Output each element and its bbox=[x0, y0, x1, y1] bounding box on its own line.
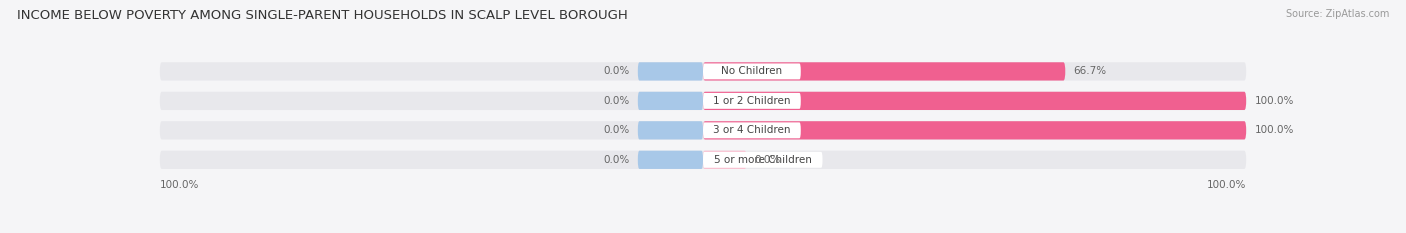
FancyBboxPatch shape bbox=[703, 122, 801, 138]
FancyBboxPatch shape bbox=[638, 92, 703, 110]
FancyBboxPatch shape bbox=[703, 121, 1246, 140]
Text: Source: ZipAtlas.com: Source: ZipAtlas.com bbox=[1285, 9, 1389, 19]
Text: 100.0%: 100.0% bbox=[1254, 125, 1294, 135]
Text: 0.0%: 0.0% bbox=[603, 155, 630, 165]
FancyBboxPatch shape bbox=[703, 93, 801, 109]
FancyBboxPatch shape bbox=[160, 121, 1246, 140]
FancyBboxPatch shape bbox=[703, 151, 747, 169]
Text: 0.0%: 0.0% bbox=[755, 155, 780, 165]
FancyBboxPatch shape bbox=[703, 63, 801, 79]
Text: 0.0%: 0.0% bbox=[603, 66, 630, 76]
Text: 5 or more Children: 5 or more Children bbox=[714, 155, 811, 165]
Text: 100.0%: 100.0% bbox=[1206, 180, 1246, 190]
Text: No Children: No Children bbox=[721, 66, 783, 76]
Text: 1 or 2 Children: 1 or 2 Children bbox=[713, 96, 790, 106]
Text: 0.0%: 0.0% bbox=[603, 96, 630, 106]
FancyBboxPatch shape bbox=[160, 151, 1246, 169]
Text: INCOME BELOW POVERTY AMONG SINGLE-PARENT HOUSEHOLDS IN SCALP LEVEL BOROUGH: INCOME BELOW POVERTY AMONG SINGLE-PARENT… bbox=[17, 9, 627, 22]
Text: 0.0%: 0.0% bbox=[603, 125, 630, 135]
FancyBboxPatch shape bbox=[703, 62, 1066, 81]
Text: 100.0%: 100.0% bbox=[1254, 96, 1294, 106]
Text: 3 or 4 Children: 3 or 4 Children bbox=[713, 125, 790, 135]
Text: 100.0%: 100.0% bbox=[160, 180, 200, 190]
FancyBboxPatch shape bbox=[638, 121, 703, 140]
FancyBboxPatch shape bbox=[638, 62, 703, 81]
FancyBboxPatch shape bbox=[638, 151, 703, 169]
FancyBboxPatch shape bbox=[703, 152, 823, 168]
FancyBboxPatch shape bbox=[160, 62, 1246, 81]
FancyBboxPatch shape bbox=[160, 92, 1246, 110]
Text: 66.7%: 66.7% bbox=[1074, 66, 1107, 76]
FancyBboxPatch shape bbox=[703, 92, 1246, 110]
